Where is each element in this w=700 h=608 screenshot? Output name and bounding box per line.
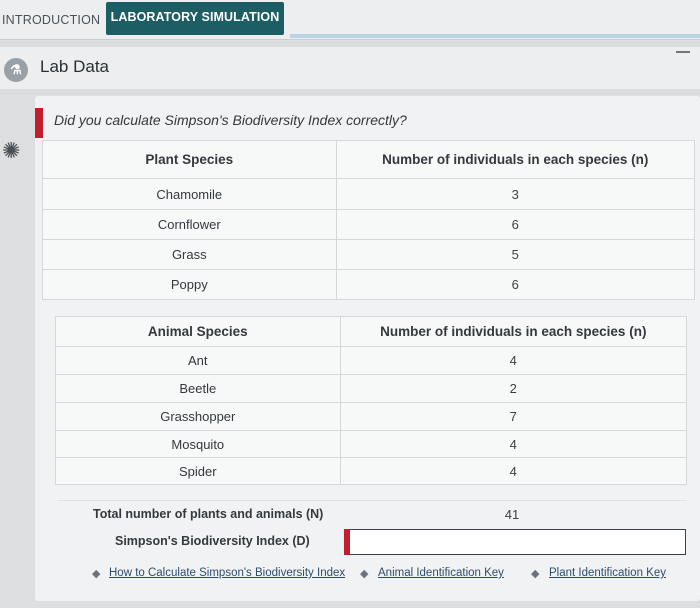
input-error-flag	[344, 529, 350, 555]
animal-count-header: Number of individuals in each species (n…	[339, 316, 688, 347]
how-to-calculate-link[interactable]: How to Calculate Simpson's Biodiversity …	[109, 567, 346, 579]
tab-bar: INTRODUCTION LABORATORY SIMULATION	[0, 0, 700, 40]
table-row: Poppy 6	[42, 269, 696, 300]
count-cell: 4	[339, 346, 688, 375]
flask-icon: ⚗	[4, 58, 28, 82]
tab-introduction[interactable]: INTRODUCTION	[2, 13, 101, 27]
count-cell: 5	[335, 239, 696, 270]
page-title: Lab Data	[40, 57, 109, 76]
simpson-index-input[interactable]	[344, 529, 686, 555]
table-row: Ant 4	[55, 346, 688, 375]
count-cell: 4	[339, 457, 688, 485]
total-label: Total number of plants and animals (N)	[93, 507, 324, 521]
total-value: 41	[504, 507, 520, 522]
count-cell: 6	[335, 209, 696, 240]
minimize-icon[interactable]	[676, 51, 690, 53]
table-row: Chamomile 3	[42, 178, 696, 210]
tag-icon: ◆	[531, 568, 540, 580]
table-row: Spider 4	[55, 457, 688, 485]
table-row: Beetle 2	[55, 374, 688, 403]
tag-icon: ◆	[360, 568, 369, 580]
animal-species-header: Animal Species	[55, 316, 341, 347]
divider	[57, 500, 687, 501]
count-cell: 4	[339, 430, 688, 458]
tab-accent-bar	[290, 34, 700, 38]
table-row: Grass 5	[42, 239, 696, 270]
count-cell: 2	[339, 374, 688, 403]
species-cell: Grasshopper	[55, 402, 341, 431]
count-cell: 6	[335, 269, 696, 300]
species-cell: Grass	[42, 239, 337, 270]
table-row: Mosquito 4	[55, 430, 688, 458]
plant-count-header: Number of individuals in each species (n…	[335, 140, 696, 179]
lab-data-header: ⚗ Lab Data	[0, 47, 700, 89]
spark-icon: ✺	[2, 138, 21, 163]
plant-key-link[interactable]: Plant Identification Key	[549, 567, 666, 579]
animal-table: Animal Species Number of individuals in …	[55, 316, 688, 485]
species-cell: Mosquito	[55, 430, 341, 458]
error-flag	[35, 108, 43, 138]
simpson-index-label: Simpson's Biodiversity Index (D)	[115, 534, 310, 548]
species-cell: Cornflower	[42, 209, 337, 240]
tag-icon: ◆	[92, 568, 101, 580]
plant-table: Plant Species Number of individuals in e…	[42, 140, 696, 300]
species-cell: Beetle	[55, 374, 341, 403]
species-cell: Poppy	[42, 269, 337, 300]
count-cell: 3	[335, 178, 696, 210]
table-header-row: Animal Species Number of individuals in …	[55, 316, 688, 347]
species-cell: Spider	[55, 457, 341, 485]
table-row: Grasshopper 7	[55, 402, 688, 431]
plant-species-header: Plant Species	[42, 140, 337, 179]
species-cell: Chamomile	[42, 178, 337, 210]
animal-key-link[interactable]: Animal Identification Key	[378, 567, 504, 579]
question-text: Did you calculate Simpson's Biodiversity…	[54, 112, 407, 128]
table-row: Cornflower 6	[42, 209, 696, 240]
tab-laboratory-simulation[interactable]: LABORATORY SIMULATION	[106, 2, 284, 35]
species-cell: Ant	[55, 346, 341, 375]
table-header-row: Plant Species Number of individuals in e…	[42, 140, 696, 179]
count-cell: 7	[339, 402, 688, 431]
